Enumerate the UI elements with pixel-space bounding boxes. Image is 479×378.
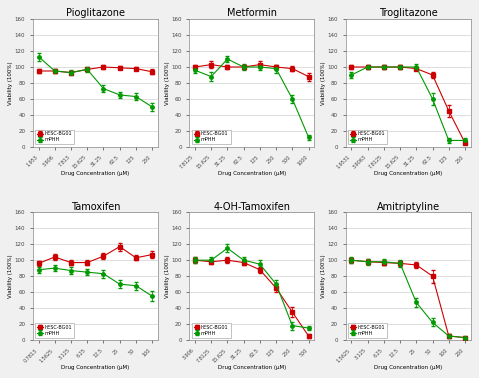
- Title: Troglitazone: Troglitazone: [379, 8, 437, 19]
- X-axis label: Drug Concentration (μM): Drug Concentration (μM): [374, 172, 442, 177]
- Legend: hESC-BG01, mPHH: hESC-BG01, mPHH: [35, 130, 74, 144]
- Legend: hESC-BG01, mPHH: hESC-BG01, mPHH: [348, 130, 387, 144]
- Title: Amitriptyline: Amitriptyline: [376, 201, 440, 212]
- X-axis label: Drug Concentration (μM): Drug Concentration (μM): [61, 172, 129, 177]
- Y-axis label: Viability (100%): Viability (100%): [165, 61, 170, 105]
- Y-axis label: Viability (100%): Viability (100%): [8, 254, 13, 298]
- X-axis label: Drug Concentration (μM): Drug Concentration (μM): [61, 365, 129, 370]
- Y-axis label: Viability (100%): Viability (100%): [165, 254, 170, 298]
- Legend: hESC-BG01, mPHH: hESC-BG01, mPHH: [192, 323, 230, 338]
- X-axis label: Drug Concentration (μM): Drug Concentration (μM): [217, 172, 286, 177]
- Title: Metformin: Metformin: [227, 8, 277, 19]
- X-axis label: Drug Concentration (μM): Drug Concentration (μM): [217, 365, 286, 370]
- Y-axis label: Viability (100%): Viability (100%): [8, 61, 13, 105]
- Y-axis label: Viability (100%): Viability (100%): [321, 254, 326, 298]
- Legend: hESC-BG01, mPHH: hESC-BG01, mPHH: [192, 130, 230, 144]
- Title: Pioglitazone: Pioglitazone: [66, 8, 125, 19]
- Title: 4-OH-Tamoxifen: 4-OH-Tamoxifen: [213, 201, 290, 212]
- Y-axis label: Viability (100%): Viability (100%): [321, 61, 326, 105]
- Legend: hESC-BG01, mPHH: hESC-BG01, mPHH: [348, 323, 387, 338]
- Legend: hESC-BG01, mPHH: hESC-BG01, mPHH: [35, 323, 74, 338]
- X-axis label: Drug Concentration (μM): Drug Concentration (μM): [374, 365, 442, 370]
- Title: Tamoxifen: Tamoxifen: [70, 201, 120, 212]
